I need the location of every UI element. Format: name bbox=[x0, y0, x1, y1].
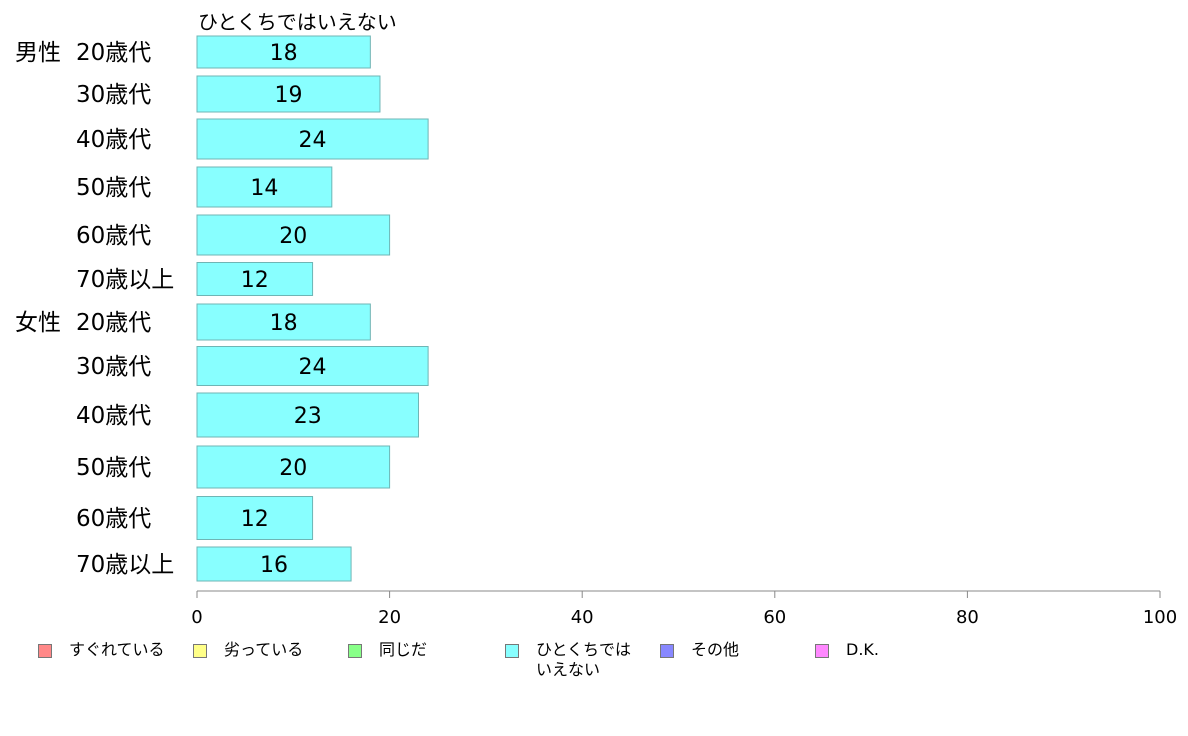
legend-label: その他 bbox=[691, 640, 740, 659]
category-label: 40歳代 bbox=[76, 403, 151, 429]
legend-item: ひとくちでは いえない bbox=[505, 640, 631, 680]
x-tick-label: 40 bbox=[571, 607, 594, 628]
bar bbox=[196, 392, 419, 438]
bar bbox=[196, 262, 314, 296]
bar bbox=[196, 35, 371, 69]
legend-label: D.K. bbox=[846, 640, 879, 659]
legend-label: 同じだ bbox=[379, 640, 428, 659]
legend-label: 劣っている bbox=[224, 640, 304, 659]
legend-swatch bbox=[38, 644, 52, 658]
category-label: 60歳代 bbox=[76, 223, 151, 249]
bar bbox=[196, 445, 391, 489]
legend-item: 同じだ bbox=[348, 640, 427, 660]
category-label: 60歳代 bbox=[76, 506, 151, 532]
bar-value-label: 24 bbox=[299, 355, 327, 380]
category-label: 30歳代 bbox=[76, 82, 151, 108]
series-title: ひとくちではいえない bbox=[198, 10, 397, 34]
legend: すぐれている 劣っている 同じだ ひとくちでは いえない その他 D.K. bbox=[0, 640, 1188, 700]
legend-item: D.K. bbox=[815, 640, 879, 660]
x-axis: 0 20 40 60 80 100 bbox=[191, 590, 1177, 628]
bar-value-label: 16 bbox=[260, 553, 288, 578]
group-label: 女性 bbox=[15, 310, 61, 336]
x-tick-label: 100 bbox=[1143, 607, 1177, 628]
legend-label: ひとくちでは いえない bbox=[536, 640, 632, 679]
category-label: 50歳代 bbox=[76, 175, 151, 201]
category-label: 40歳代 bbox=[76, 127, 151, 153]
bar bbox=[196, 303, 371, 341]
legend-swatch bbox=[348, 644, 362, 658]
bar bbox=[196, 546, 352, 582]
legend-swatch bbox=[193, 644, 207, 658]
legend-swatch bbox=[815, 644, 829, 658]
bar-value-label: 12 bbox=[241, 268, 269, 293]
bar-value-label: 18 bbox=[270, 41, 298, 66]
bar-value-label: 19 bbox=[274, 83, 302, 108]
category-label: 20歳代 bbox=[76, 40, 151, 66]
legend-swatch bbox=[660, 644, 674, 658]
bar bbox=[196, 166, 333, 208]
x-tick-label: 0 bbox=[191, 607, 202, 628]
bar-value-label: 14 bbox=[250, 176, 278, 201]
category-label: 30歳代 bbox=[76, 354, 151, 380]
bar-value-label: 18 bbox=[270, 311, 298, 336]
x-tick-label: 60 bbox=[763, 607, 786, 628]
category-label: 70歳以上 bbox=[76, 552, 174, 578]
category-label: 50歳代 bbox=[76, 455, 151, 481]
bar bbox=[196, 496, 314, 540]
legend-item: 劣っている bbox=[193, 640, 303, 660]
category-label: 20歳代 bbox=[76, 310, 151, 336]
legend-label: すぐれている bbox=[69, 640, 165, 659]
legend-item: すぐれている bbox=[38, 640, 165, 660]
bar-value-label: 20 bbox=[279, 456, 307, 481]
bar-value-label: 20 bbox=[279, 224, 307, 249]
x-tick-label: 80 bbox=[956, 607, 979, 628]
bar-value-label: 12 bbox=[241, 507, 269, 532]
x-tick-label: 20 bbox=[378, 607, 401, 628]
bar bbox=[196, 214, 391, 256]
category-label: 70歳以上 bbox=[76, 267, 174, 293]
legend-item: その他 bbox=[660, 640, 739, 660]
bar bbox=[196, 346, 429, 386]
legend-swatch bbox=[505, 644, 519, 658]
bar bbox=[196, 75, 381, 113]
bar bbox=[196, 118, 429, 160]
group-label: 男性 bbox=[15, 40, 61, 66]
bar-value-label: 23 bbox=[294, 404, 322, 429]
bar-value-label: 24 bbox=[299, 128, 327, 153]
